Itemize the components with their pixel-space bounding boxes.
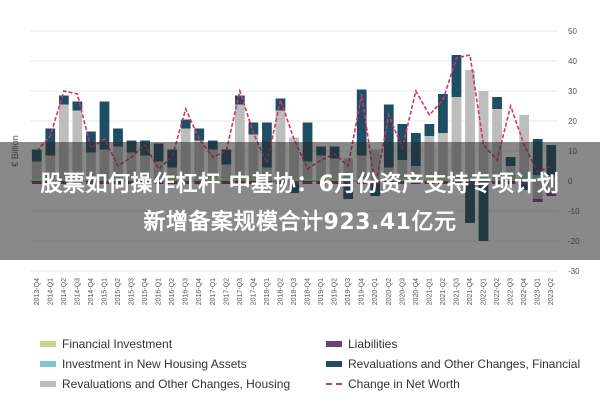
bar-revaluations-financial [492, 97, 502, 109]
y-tick-label: 40 [568, 57, 577, 66]
overlay-title-line-1: 股票如何操作杠杆 中基协：6月份资产支持专项计划 [40, 172, 560, 197]
bar-revaluations-housing [451, 97, 462, 175]
overlay-banner: 股票如何操作杠杆 中基协：6月份资产支持专项计划 新增备案规模合计923.41亿… [0, 142, 600, 260]
y-tick-label: 30 [568, 87, 577, 96]
legend-label-liabilities: Liabilities [348, 337, 398, 351]
x-tick-label: 2017-Q3 [237, 278, 244, 305]
x-tick-label: 2013-Q4 [34, 278, 41, 305]
x-tick-label: 2015-Q1 [101, 278, 108, 305]
x-tick-label: 2019-Q1 [318, 278, 325, 305]
bar-revaluations-financial [99, 101, 110, 150]
x-tick-label: 2014-Q3 [74, 278, 81, 305]
bar-revaluations-financial [58, 95, 69, 105]
legend-label-new-housing: Investment in New Housing Assets [62, 357, 247, 371]
y-tick-label: 50 [568, 27, 577, 36]
x-tick-label: 2019-Q3 [345, 278, 352, 305]
bar-revaluations-financial [248, 122, 259, 135]
bar-revaluations-financial [451, 55, 462, 97]
legend-label-revaluations-financial: Revaluations and Other Changes, Financia… [348, 357, 581, 371]
x-tick-label: 2020-Q4 [413, 278, 420, 305]
bar-revaluations-housing [58, 104, 69, 177]
x-tick-label: 2017-Q1 [210, 278, 217, 305]
overlay-title-line-2: 新增备案规模合计923.41亿元 [143, 210, 457, 235]
x-tick-label: 2020-Q2 [386, 278, 393, 305]
x-tick-label: 2015-Q3 [129, 278, 136, 305]
x-tick-label: 2021-Q3 [453, 278, 460, 305]
legend-swatch-net-worth [326, 383, 342, 385]
legend-label-revaluations-housing: Revaluations and Other Changes, Housing [62, 377, 291, 391]
bar-revaluations-housing [465, 70, 475, 175]
bar-revaluations-financial [194, 128, 205, 141]
bar-revaluations-financial [356, 89, 367, 156]
x-tick-label: 2019-Q2 [332, 278, 339, 305]
x-tick-label: 2022-Q3 [508, 278, 515, 305]
legend-item-revaluations-housing: Revaluations and Other Changes, Housing [40, 377, 290, 391]
x-tick-label: 2018-Q2 [277, 278, 284, 305]
x-tick-label: 2018-Q1 [264, 278, 271, 305]
bar-revaluations-financial [438, 94, 448, 133]
legend-swatch-financial-investment [40, 341, 56, 347]
legend-swatch-revaluations-financial [326, 361, 342, 367]
bar-revaluations-housing [478, 91, 489, 175]
bar-revaluations-financial [234, 95, 245, 105]
x-tick-label: 2016-Q4 [196, 278, 203, 305]
x-tick-label: 2019-Q4 [359, 278, 366, 305]
x-tick-label: 2020-Q3 [399, 278, 406, 305]
x-tick-label: 2018-Q3 [291, 278, 298, 305]
x-tick-label: 2021-Q1 [426, 278, 433, 305]
legend-swatch-liabilities [326, 341, 342, 347]
legend-swatch-revaluations-housing [40, 381, 56, 387]
bar-revaluations-financial [424, 124, 435, 136]
y-tick-label: -30 [568, 267, 580, 276]
bar-revaluations-financial [180, 119, 191, 129]
x-tick-label: 2016-Q3 [183, 278, 190, 305]
bar-revaluations-housing [234, 104, 245, 177]
bar-revaluations-financial [113, 128, 123, 147]
x-tick-label: 2021-Q2 [440, 278, 447, 305]
x-tick-label: 2014-Q2 [61, 278, 68, 305]
x-tick-label: 2022-Q4 [521, 278, 528, 305]
legend-item-new-housing: Investment in New Housing Assets [40, 357, 247, 371]
x-tick-label: 2017-Q4 [250, 278, 257, 305]
x-tick-label: 2014-Q4 [88, 278, 95, 305]
x-tick-label: 2018-Q4 [305, 278, 312, 305]
x-tick-label: 2015-Q4 [142, 278, 149, 305]
legend-item-revaluations-financial: Revaluations and Other Changes, Financia… [326, 357, 580, 371]
x-tick-label: 2023-Q1 [535, 278, 542, 305]
bar-revaluations-financial [72, 101, 83, 111]
x-tick-label: 2020-Q1 [372, 278, 379, 305]
chart-legend: Financial Investment Investment in New H… [0, 328, 600, 400]
x-tick-label: 2016-Q1 [156, 278, 163, 305]
bar-revaluations-financial [275, 98, 286, 111]
legend-label-financial-investment: Financial Investment [62, 337, 173, 351]
x-tick-label: 2022-Q1 [481, 278, 488, 305]
legend-label-net-worth: Change in Net Worth [348, 377, 460, 391]
x-tick-label: 2021-Q4 [467, 278, 474, 305]
x-tick-label: 2023-Q2 [548, 278, 555, 305]
y-tick-label: 20 [568, 117, 577, 126]
x-tick-label: 2015-Q2 [115, 278, 122, 305]
legend-item-financial-investment: Financial Investment [40, 337, 172, 351]
legend-swatch-new-housing [40, 361, 56, 367]
bar-revaluations-financial [383, 104, 394, 168]
legend-item-liabilities: Liabilities [326, 337, 397, 351]
x-tick-label: 2016-Q2 [169, 278, 176, 305]
x-tick-label: 2017-Q2 [223, 278, 230, 305]
x-tick-label: 2014-Q1 [47, 278, 54, 305]
legend-item-net-worth: Change in Net Worth [326, 377, 460, 391]
x-tick-label: 2022-Q2 [494, 278, 501, 305]
